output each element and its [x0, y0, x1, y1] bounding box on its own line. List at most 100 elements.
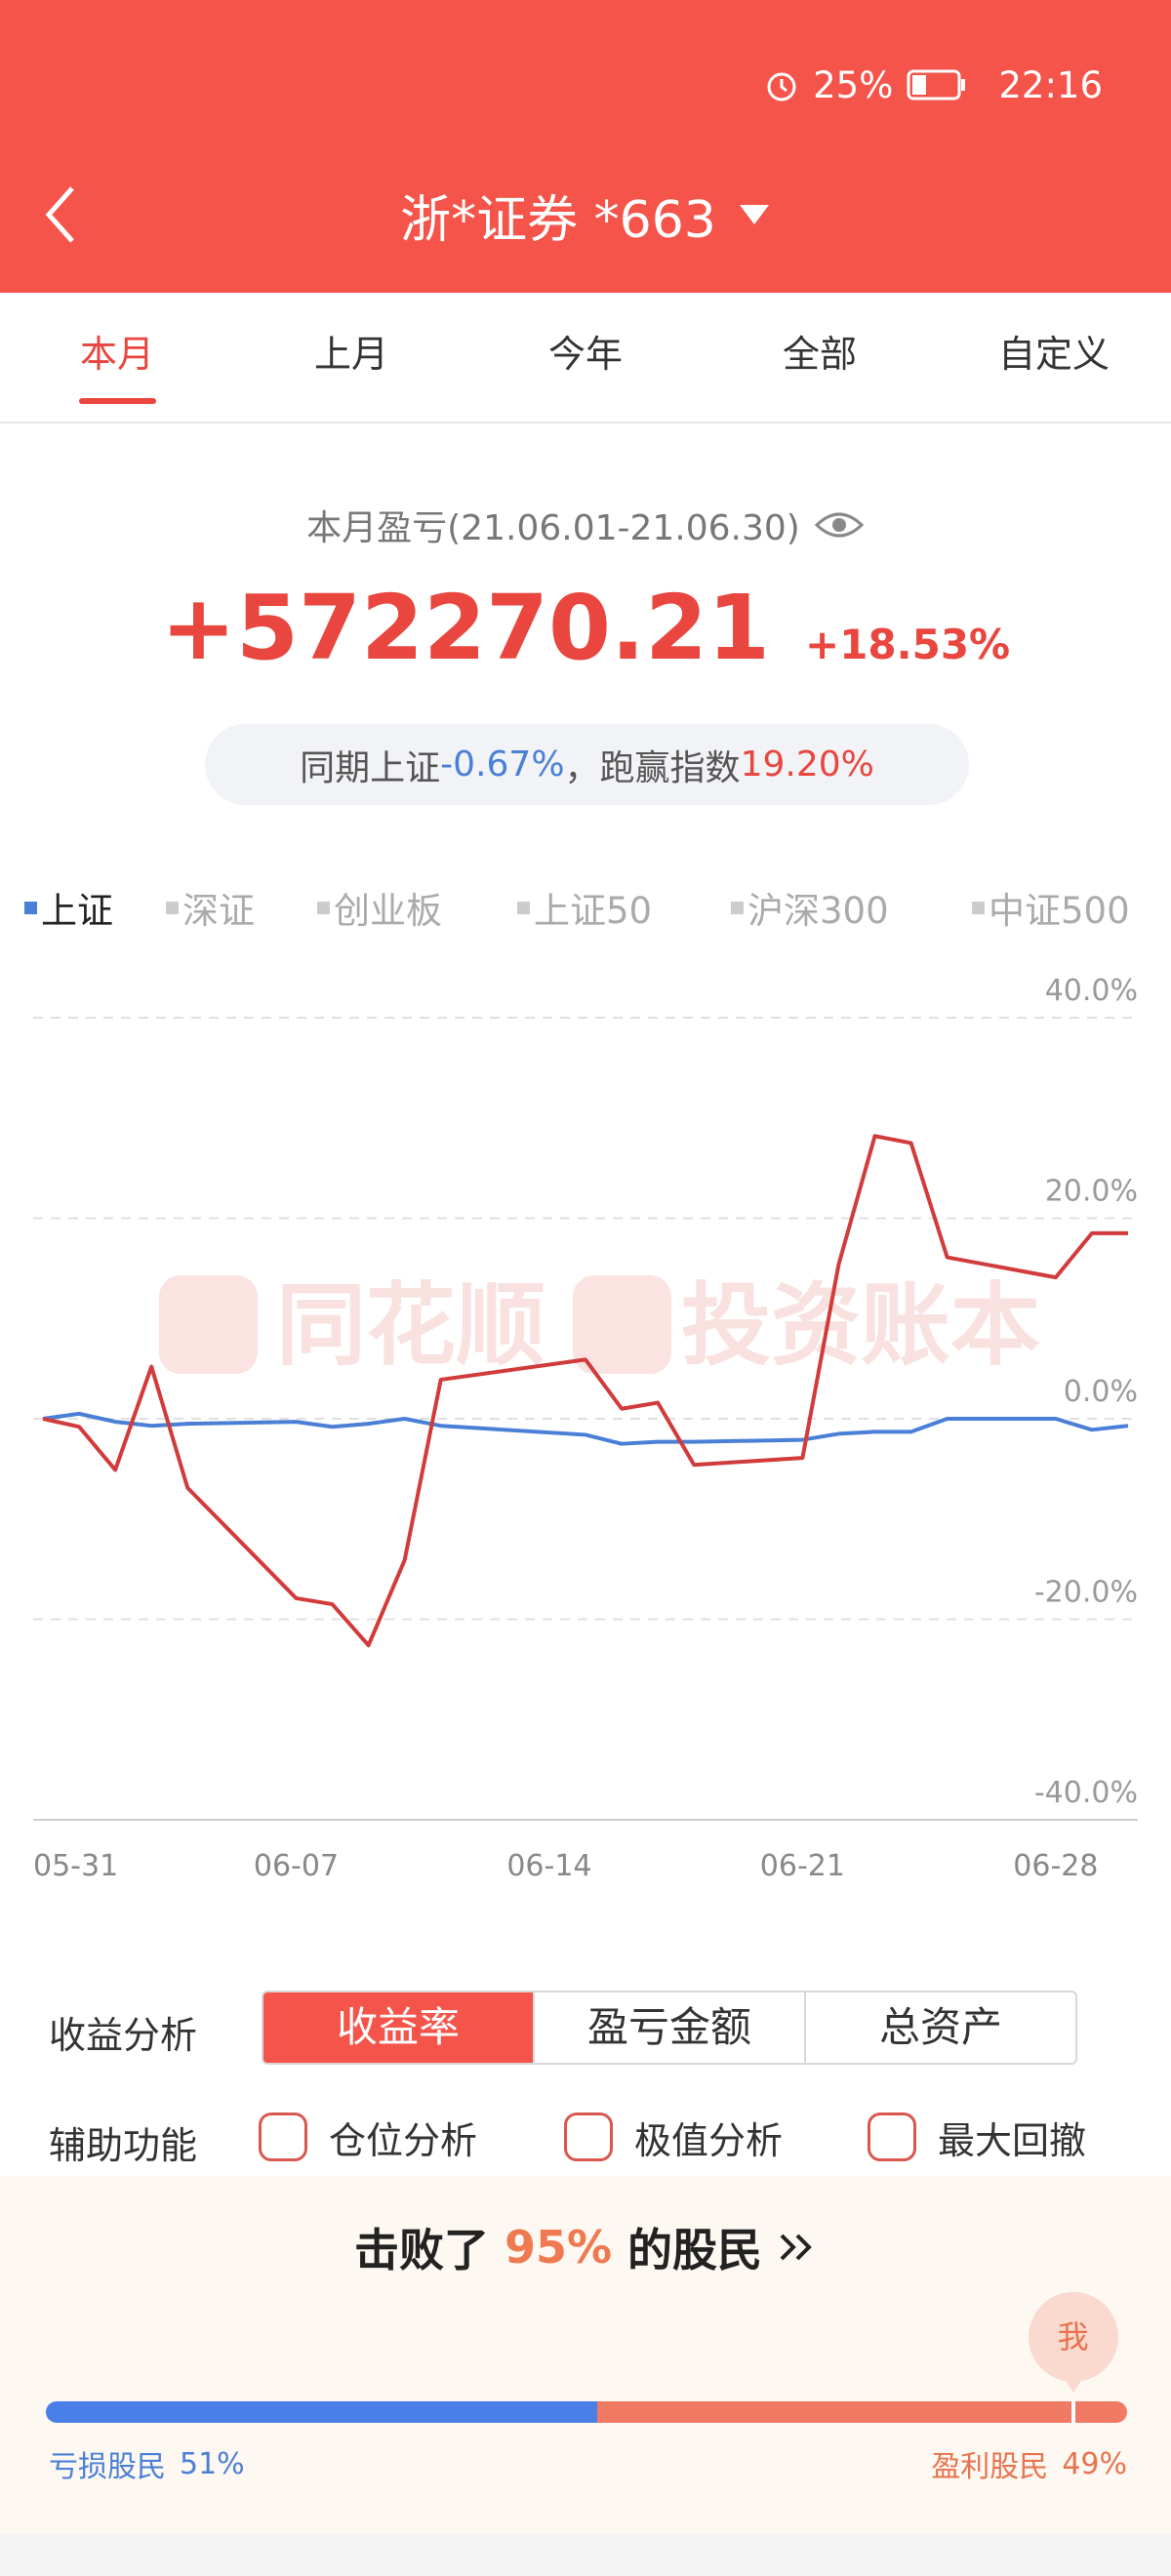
- status-bar: 25% 22:16: [764, 60, 1103, 109]
- switch-option[interactable]: 收益率: [263, 1992, 533, 2063]
- legend-swatch: [731, 901, 744, 914]
- legend-item[interactable]: 中证500: [972, 883, 1130, 932]
- profit-label: 盈利股民: [931, 2450, 1049, 2484]
- tools-label: 辅助功能: [49, 2124, 198, 2167]
- x-tick-label: 06-28: [1013, 1849, 1098, 1883]
- series-line: [42, 1134, 1128, 1648]
- x-tick-label: 06-14: [506, 1849, 591, 1883]
- watermark-icon: [159, 1275, 258, 1374]
- y-tick-label: 20.0%: [1045, 1175, 1138, 1209]
- eye-icon[interactable]: [814, 507, 865, 543]
- tool-checkbox[interactable]: 极值分析: [564, 2113, 784, 2162]
- legend-item[interactable]: 上证50: [517, 883, 652, 932]
- legend-label: 上证50: [534, 890, 653, 932]
- legend-label: 创业板: [334, 890, 442, 932]
- loss-segment: [46, 2401, 598, 2423]
- beat-label: 跑赢指数: [599, 747, 741, 788]
- chevrons: [780, 2234, 812, 2261]
- legend-swatch: [317, 901, 330, 914]
- profit-caption: 盈利股民 49%: [931, 2444, 1127, 2485]
- ranking-headline[interactable]: 击败了 95% 的股民: [0, 2217, 1171, 2277]
- checkbox-box: [564, 2113, 613, 2161]
- period-label: 本月盈亏(21.06.01-21.06.30): [306, 508, 800, 548]
- footer-gap: [0, 2534, 1171, 2576]
- chart: 同花顺 投资账本 40.0% 20.0% 0.0% -20.0% -40.0% 05-31 06…: [33, 974, 1138, 1883]
- profit-segment: [597, 2401, 1127, 2423]
- rank-marker: [1070, 2401, 1075, 2423]
- headline-suffix: 的股民: [627, 2224, 763, 2276]
- legend-item[interactable]: 创业板: [317, 883, 442, 932]
- account-selector[interactable]: 浙*证券 *663: [0, 181, 1171, 250]
- tool-checkbox[interactable]: 仓位分析: [259, 2113, 478, 2162]
- switch-option[interactable]: 盈亏金额: [533, 1992, 804, 2063]
- legend-item[interactable]: 上证: [24, 883, 113, 932]
- legend-label: 沪深300: [747, 890, 889, 932]
- back-button[interactable]: [37, 181, 86, 249]
- checkbox-label: 极值分析: [634, 2118, 784, 2162]
- legend-item[interactable]: 沪深300: [731, 883, 889, 932]
- index-label: 同期上证: [300, 747, 441, 788]
- profit-amount: +572270.21: [160, 576, 771, 680]
- period-row: 本月盈亏(21.06.01-21.06.30): [0, 500, 1171, 550]
- tab[interactable]: 今年: [547, 333, 623, 376]
- dropdown-arrow: [739, 205, 769, 224]
- me-bubble: [1028, 2292, 1118, 2393]
- legend: 上证 深证 创业板 上证50 沪深300 中证500: [0, 883, 1171, 932]
- x-tick-label: 06-21: [760, 1849, 845, 1883]
- legend-swatch: [24, 901, 37, 914]
- legend-swatch: [517, 901, 530, 914]
- y-tick-label: 0.0%: [1064, 1375, 1138, 1409]
- checkbox-label: 仓位分析: [329, 2118, 478, 2162]
- tool-checkbox[interactable]: 最大回撤: [868, 2113, 1087, 2162]
- comparison-pill: 同期上证 -0.67%，跑赢指数 19.20%: [205, 724, 969, 805]
- period-tabs: 本月 上月 今年 全部 自定义: [0, 293, 1171, 423]
- tab-underline: [79, 398, 156, 404]
- x-tick-label: 05-31: [33, 1849, 118, 1883]
- analysis-label: 收益分析: [49, 2014, 198, 2057]
- distribution-bar: [46, 2401, 1127, 2423]
- analysis-switch: 收益率 盈亏金额 总资产: [262, 1991, 1077, 2065]
- legend-label: 深证: [182, 890, 255, 932]
- checkbox-box: [868, 2113, 916, 2161]
- profit-value: 49%: [1062, 2446, 1127, 2481]
- legend-label: 上证: [41, 890, 113, 932]
- tab[interactable]: 上月: [313, 333, 388, 376]
- alarm-icon: [767, 72, 796, 101]
- loss-caption: 亏损股民 51%: [49, 2444, 245, 2485]
- loss-value: 51%: [180, 2446, 245, 2481]
- y-tick-label: -40.0%: [1034, 1776, 1138, 1810]
- headline-value: 95%: [504, 2221, 613, 2274]
- legend-swatch: [166, 901, 179, 914]
- checkbox-label: 最大回撤: [938, 2118, 1087, 2162]
- clock: 22:16: [998, 63, 1103, 106]
- app-header: 25% 22:16 浙*证券 *663: [0, 0, 1171, 293]
- account-title: 浙*证券 *663: [400, 190, 716, 250]
- y-tick-label: 40.0%: [1045, 974, 1138, 1008]
- legend-swatch: [972, 901, 985, 914]
- tools-row: 仓位分析 极值分析 最大回撤: [0, 2113, 1171, 2162]
- beat-value: 19.20%: [740, 745, 874, 785]
- watermark-icon: [573, 1275, 671, 1374]
- switch-option[interactable]: 总资产: [804, 1992, 1075, 2063]
- headline-prefix: 击败了: [353, 2224, 489, 2276]
- loss-label: 亏损股民: [49, 2450, 166, 2484]
- me-label: 我: [1057, 2318, 1089, 2355]
- tab[interactable]: 本月: [0, 293, 234, 422]
- battery-text: 25%: [813, 63, 894, 106]
- index-return: -0.67%: [440, 745, 565, 785]
- tab[interactable]: 全部: [782, 333, 857, 376]
- legend-label: 中证500: [989, 890, 1130, 932]
- tab[interactable]: 自定义: [997, 333, 1110, 376]
- profit-row: +572270.21 +18.53%: [0, 576, 1171, 683]
- y-tick-label: -20.0%: [1034, 1576, 1138, 1610]
- legend-item[interactable]: 深证: [166, 883, 255, 932]
- me-marker: 我: [1028, 2291, 1119, 2398]
- ranking-panel: [0, 2176, 1171, 2534]
- battery-icon: [907, 69, 966, 101]
- x-tick-label: 06-07: [254, 1849, 339, 1883]
- watermark-text: 投资账本: [681, 1273, 1040, 1378]
- separator: ，: [564, 747, 600, 788]
- checkbox-box: [259, 2113, 307, 2161]
- watermark-text: 同花顺: [276, 1273, 545, 1378]
